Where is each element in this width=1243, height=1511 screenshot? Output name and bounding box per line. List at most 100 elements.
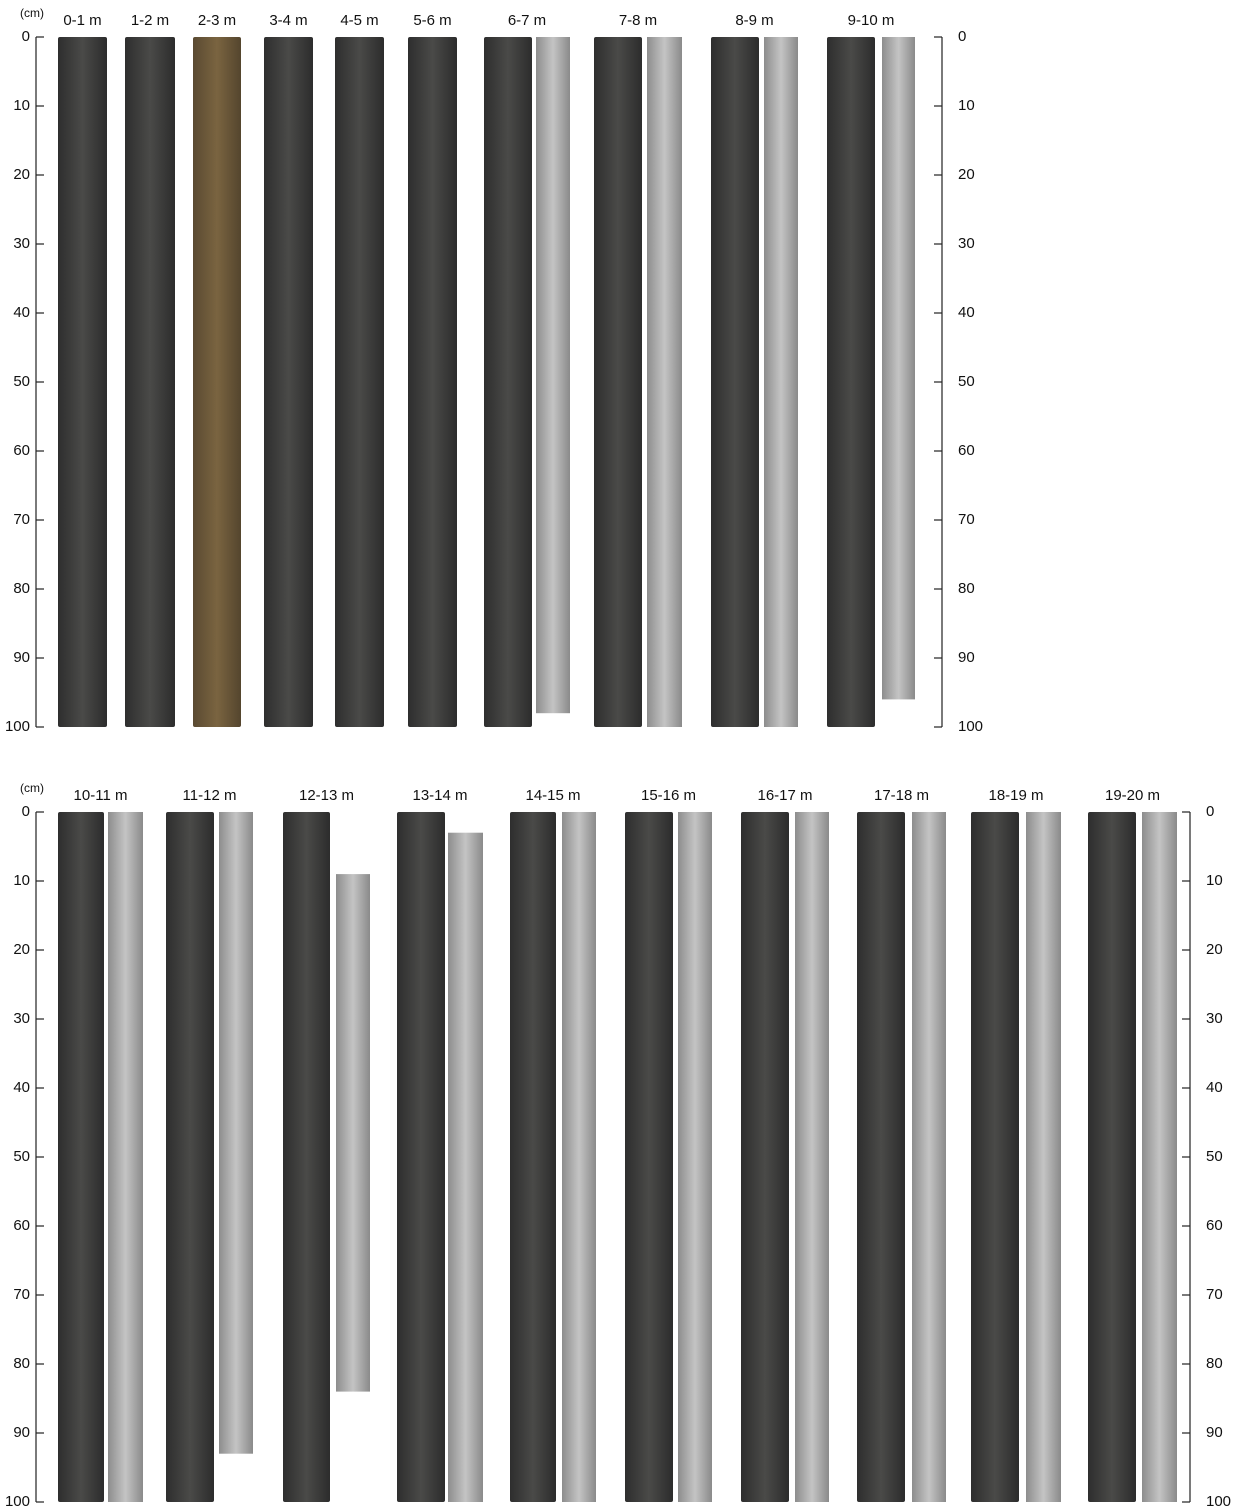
right-tick-label: 60 <box>1206 1217 1223 1234</box>
left-tick-label: 60 <box>13 442 30 459</box>
left-tick-label: 20 <box>13 166 30 183</box>
right-tick-label: 30 <box>958 235 975 252</box>
left-tick-label: 90 <box>13 649 30 666</box>
core-label: 11-12 m <box>183 787 237 804</box>
core-label: 6-7 m <box>508 12 546 29</box>
core-photo <box>264 37 313 727</box>
core-photo <box>741 812 789 1502</box>
core-photo <box>408 37 457 727</box>
left-tick-label: 80 <box>13 580 30 597</box>
core-label: 17-18 m <box>874 787 929 804</box>
core-label: 13-14 m <box>412 787 467 804</box>
core-label: 15-16 m <box>641 787 696 804</box>
core-label: 3-4 m <box>269 12 307 29</box>
ct-scan <box>108 812 143 1502</box>
left-tick-label: 10 <box>13 872 30 889</box>
left-tick-label: 100 <box>5 718 30 735</box>
core-photo <box>58 812 104 1502</box>
left-tick-label: 30 <box>13 235 30 252</box>
axis-unit: (cm) <box>20 6 44 20</box>
left-tick-label: 0 <box>22 803 30 820</box>
left-tick-label: 50 <box>13 1148 30 1165</box>
right-tick-label: 100 <box>958 718 983 735</box>
core-photo <box>857 812 905 1502</box>
ct-scan <box>764 37 798 727</box>
core-photo <box>594 37 642 727</box>
ct-scan <box>448 833 483 1502</box>
left-tick-label: 70 <box>13 511 30 528</box>
ct-scan <box>536 37 570 713</box>
left-tick-label: 100 <box>5 1493 30 1510</box>
core-label: 0-1 m <box>63 12 101 29</box>
right-tick-label: 80 <box>1206 1355 1223 1372</box>
core-photo <box>484 37 532 727</box>
ct-scan <box>678 812 712 1502</box>
core-photo <box>971 812 1019 1502</box>
left-tick-label: 60 <box>13 1217 30 1234</box>
core-label: 5-6 m <box>413 12 451 29</box>
core-label: 18-19 m <box>988 787 1043 804</box>
core-label: 14-15 m <box>525 787 580 804</box>
ct-scan <box>1026 812 1061 1502</box>
core-photo <box>58 37 107 727</box>
left-tick-label: 50 <box>13 373 30 390</box>
ct-scan <box>795 812 829 1502</box>
right-tick-label: 0 <box>958 28 966 45</box>
core-label: 19-20 m <box>1105 787 1160 804</box>
right-tick-label: 90 <box>1206 1424 1223 1441</box>
right-tick-label: 50 <box>1206 1148 1223 1165</box>
core-photo <box>510 812 556 1502</box>
core-photo <box>125 37 175 727</box>
ct-scan <box>882 37 915 699</box>
core-label: 8-9 m <box>735 12 773 29</box>
right-tick-label: 100 <box>1206 1493 1231 1510</box>
right-tick-label: 80 <box>958 580 975 597</box>
right-tick-label: 50 <box>958 373 975 390</box>
ct-scan <box>336 874 370 1392</box>
left-tick-label: 30 <box>13 1010 30 1027</box>
core-photo <box>335 37 384 727</box>
left-tick-label: 40 <box>13 1079 30 1096</box>
ct-scan <box>912 812 946 1502</box>
core-label: 10-11 m <box>74 787 128 804</box>
left-tick-label: 20 <box>13 941 30 958</box>
core-photo <box>625 812 673 1502</box>
core-photo <box>283 812 330 1502</box>
right-tick-label: 20 <box>958 166 975 183</box>
core-figure: (cm) 0 0 10 10 20 20 30 30 40 40 50 50 60 60 70 70 80 80 90… <box>0 0 1243 1511</box>
core-label: 12-13 m <box>299 787 354 804</box>
right-tick-label: 10 <box>1206 872 1223 889</box>
right-tick-label: 90 <box>958 649 975 666</box>
core-label: 9-10 m <box>848 12 895 29</box>
ct-scan <box>1142 812 1177 1502</box>
core-photo <box>193 37 241 727</box>
left-tick-label: 70 <box>13 1286 30 1303</box>
right-tick-label: 70 <box>958 511 975 528</box>
right-tick-label: 30 <box>1206 1010 1223 1027</box>
core-photo <box>166 812 214 1502</box>
right-tick-label: 10 <box>958 97 975 114</box>
core-label: 7-8 m <box>619 12 657 29</box>
axis-unit: (cm) <box>20 781 44 795</box>
left-tick-label: 90 <box>13 1424 30 1441</box>
ct-scan <box>562 812 596 1502</box>
ct-scan <box>219 812 253 1454</box>
left-tick-label: 0 <box>22 28 30 45</box>
right-tick-label: 70 <box>1206 1286 1223 1303</box>
core-photo <box>1088 812 1136 1502</box>
ct-scan <box>647 37 682 727</box>
core-photo <box>711 37 759 727</box>
left-tick-label: 80 <box>13 1355 30 1372</box>
core-photo <box>827 37 875 727</box>
core-label: 2-3 m <box>198 12 236 29</box>
left-tick-label: 40 <box>13 304 30 321</box>
core-photo <box>397 812 445 1502</box>
core-label: 4-5 m <box>340 12 378 29</box>
right-tick-label: 0 <box>1206 803 1214 820</box>
right-tick-label: 40 <box>1206 1079 1223 1096</box>
left-tick-label: 10 <box>13 97 30 114</box>
right-tick-label: 60 <box>958 442 975 459</box>
core-label: 16-17 m <box>757 787 812 804</box>
right-tick-label: 20 <box>1206 941 1223 958</box>
right-tick-label: 40 <box>958 304 975 321</box>
